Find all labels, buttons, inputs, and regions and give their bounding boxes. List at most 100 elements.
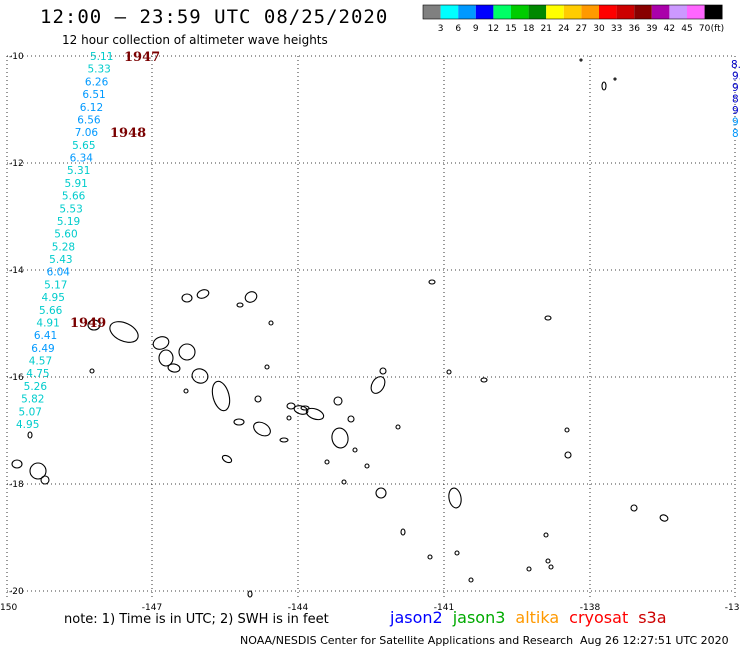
island-outline — [454, 550, 460, 556]
legend-label: 9 — [473, 24, 479, 34]
legend-label: 39 — [646, 24, 658, 34]
longitude-label: -144 — [288, 603, 309, 613]
wave-height-value: 6.34 — [70, 153, 94, 165]
island-outline — [613, 77, 617, 81]
wave-height-value: 9. — [732, 71, 740, 83]
wave-height-value: 5.17 — [44, 279, 67, 291]
island-outline — [480, 377, 488, 383]
island-outline — [158, 349, 174, 367]
island-outline — [630, 504, 638, 512]
legend-swatches — [422, 4, 723, 20]
legend-label: 30 — [593, 24, 605, 34]
wave-height-value: 5.91 — [64, 178, 87, 190]
island-outline — [545, 558, 551, 564]
legend-label: 36 — [628, 24, 640, 34]
legend-label: 21 — [540, 24, 551, 34]
legend-swatch — [599, 5, 617, 19]
latitude-label: -20 — [9, 587, 24, 597]
longitude-labels: -150 -147 -144 -141 -138 -135 — [0, 603, 740, 613]
wave-height-value: 4.75 — [26, 368, 49, 380]
island-outline — [247, 590, 253, 598]
latitude-label: -18 — [9, 480, 24, 490]
latitude-label: -10 — [9, 52, 24, 62]
island-outline — [181, 293, 193, 303]
island-outline — [526, 566, 532, 572]
wave-height-value: 5.07 — [19, 406, 42, 418]
longitude-label: -138 — [580, 603, 601, 613]
wave-height-value: 4.91 — [36, 317, 59, 329]
island-outline — [427, 554, 433, 560]
color-legend: 3 6 9 12 15 18 21 24 27 30 33 36 39 42 45 70 (ft) — [422, 4, 724, 34]
island-outline — [659, 514, 669, 522]
wave-height-value: 6.12 — [80, 102, 103, 114]
wave-height-value: 6.51 — [82, 89, 105, 101]
latitude-label: -12 — [9, 159, 24, 169]
island-outline — [244, 291, 258, 303]
wave-height-value: 5.11 — [90, 51, 113, 63]
legend-label: 33 — [611, 24, 622, 34]
legend-border — [422, 4, 723, 20]
satellite-altika: altika — [515, 608, 560, 627]
island-outline — [300, 405, 310, 411]
legend-swatch — [669, 5, 687, 19]
legend-label: 70 — [699, 24, 711, 34]
footer-credit: NOAA/NESDIS Center for Satellite Applica… — [240, 634, 574, 647]
island-outline — [279, 437, 289, 443]
legend-swatch — [563, 5, 582, 19]
legend-swatch — [546, 5, 564, 19]
island-outline — [564, 451, 572, 459]
wave-height-value: 6.26 — [85, 76, 109, 88]
island-outline — [196, 289, 210, 299]
island-outline — [544, 315, 552, 321]
satellite-legend: jason2 jason3 altika cryosat s3a — [390, 608, 677, 627]
wave-height-value: 4.95 — [42, 292, 65, 304]
island-outline — [370, 376, 386, 394]
legend-label: 15 — [505, 24, 516, 34]
wave-height-value: 6.49 — [31, 343, 54, 355]
legend-label: 6 — [455, 24, 461, 34]
hour-label: 1947 — [124, 50, 160, 65]
island-outline — [11, 459, 23, 469]
island-outline — [395, 424, 401, 430]
page-subtitle: 12 hour collection of altimeter wave hei… — [62, 33, 328, 47]
wave-height-value: 7.06 — [75, 127, 99, 139]
legend-label: 45 — [681, 24, 692, 34]
island-outline — [379, 367, 387, 375]
hour-label: 1948 — [110, 126, 146, 141]
latitude-label: -14 — [9, 266, 24, 276]
island-outline — [352, 447, 358, 453]
wave-height-value: 5.65 — [72, 140, 95, 152]
island-outline — [324, 459, 330, 465]
satellite-cryosat: cryosat — [569, 608, 629, 627]
island-outline — [564, 427, 570, 433]
legend-swatch — [511, 5, 529, 19]
legend-label: 3 — [438, 24, 444, 34]
island-outline — [152, 336, 170, 350]
island-outline — [29, 462, 47, 480]
island-outline — [40, 475, 50, 485]
legend-swatch — [651, 5, 670, 19]
wave-height-value: 6.04 — [47, 267, 71, 279]
island-outline — [254, 395, 262, 403]
wave-height-value: 8 — [732, 94, 739, 106]
wave-height-value: 5.19 — [57, 216, 80, 228]
wave-height-value: 5.66 — [62, 191, 86, 203]
island-outline — [548, 564, 554, 570]
map-grid — [6, 55, 736, 598]
island-outline — [233, 418, 245, 426]
legend-swatch — [423, 5, 441, 19]
wave-height-value: 5.66 — [39, 305, 63, 317]
wave-height-value: 5.82 — [21, 394, 44, 406]
island-outline — [543, 532, 549, 538]
footer-timestamp: Aug 26 12:27:51 UTC 2020 — [580, 634, 729, 647]
island-outline — [448, 487, 462, 509]
legend-swatch — [616, 5, 635, 19]
left-altimeter-track: 5.115.336.266.516.126.567.065.656.345.31… — [16, 51, 113, 431]
island-outline — [341, 479, 347, 485]
island-outline — [236, 302, 244, 308]
island-outlines — [11, 58, 669, 598]
island-outline — [268, 320, 274, 326]
wave-height-value: 5.31 — [67, 165, 90, 177]
wave-height-value: 5.26 — [24, 381, 48, 393]
